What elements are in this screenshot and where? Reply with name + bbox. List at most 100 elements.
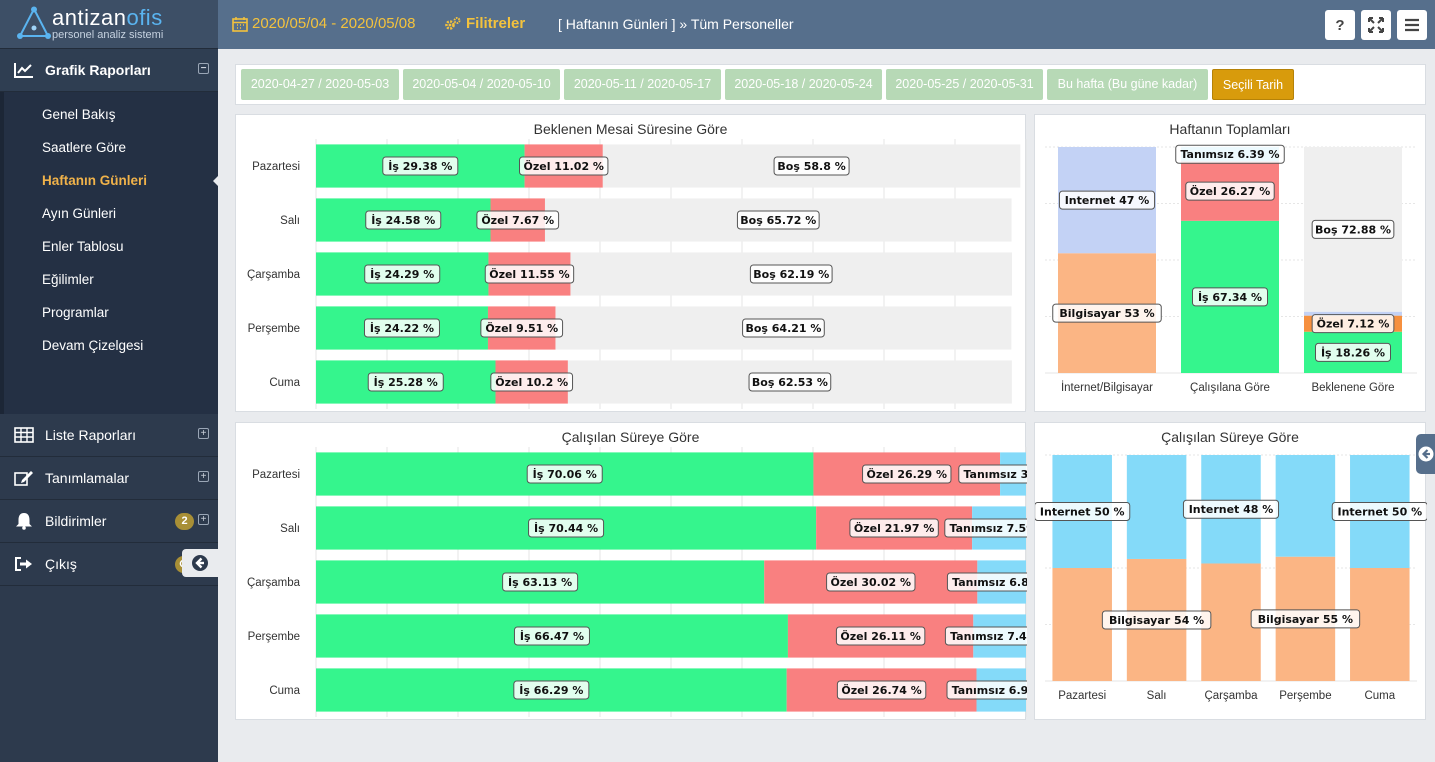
data-label-box	[946, 680, 1027, 700]
data-label: Özel 11.02 %	[523, 159, 603, 173]
category-label: Pazartesi	[252, 161, 300, 173]
data-label-box	[1250, 609, 1361, 629]
chart-panel-worked-time: Çalışılan Süreye Göre Pazartesi İş 70.06 …	[235, 422, 1027, 720]
data-label-box	[526, 464, 603, 484]
arrow-left-circle-icon	[1418, 446, 1433, 462]
filters-button[interactable]: Filitreler	[444, 15, 525, 32]
data-label-box	[513, 680, 590, 700]
bar-segment	[1126, 455, 1187, 559]
data-label: Bilgisayar 54 %	[1109, 614, 1204, 627]
data-label-box	[749, 264, 833, 284]
hamburger-icon	[1405, 18, 1419, 32]
menu-bildirim-label: Bildirimler	[45, 513, 107, 529]
menu-bildirimler[interactable]: Bildirimler 2 +	[0, 500, 218, 543]
chart-panel-worked-time-pc: Çalışılan Süreye Göre Pazartesi Salı Çarşa…	[1034, 422, 1427, 720]
bell-icon	[14, 512, 34, 530]
data-label: Özel 7.67 %	[481, 213, 554, 227]
data-label: Özel 26.29 %	[867, 467, 947, 481]
data-label-box	[1311, 219, 1395, 239]
expand-icon[interactable]: +	[198, 471, 209, 482]
data-label-box	[382, 156, 459, 176]
data-label-box	[513, 626, 590, 646]
logo-text-b: ofis	[126, 5, 163, 30]
category-label: Çalışılana Göre	[1190, 382, 1270, 394]
category-label: Perşembe	[248, 323, 300, 335]
week-button[interactable]: 2020-05-04 / 2020-05-10	[403, 69, 560, 100]
data-label-box	[1058, 190, 1156, 210]
data-label: Tanımsız 6.39 %	[1180, 148, 1279, 161]
data-label-box	[958, 464, 1027, 484]
data-label-box	[826, 572, 916, 592]
week-button[interactable]: 2020-04-27 / 2020-05-03	[241, 69, 399, 100]
calendar-icon	[232, 16, 248, 32]
data-label-box	[944, 626, 1027, 646]
data-label-box	[944, 518, 1027, 538]
data-label-box	[1052, 303, 1162, 323]
submenu-programlar[interactable]: Programlar	[42, 305, 109, 320]
submenu-genel-bakis[interactable]: Genel Bakış	[42, 107, 116, 122]
chart-svg: Pazartesi İş 70.06 % Özel 26.29 % Tanımsız …	[247, 447, 1027, 717]
submenu-devam-cizelgesi[interactable]: Devam Çizelgesi	[42, 338, 144, 353]
category-label: Cuma	[1364, 690, 1395, 702]
sidebar-collapse-button[interactable]	[182, 549, 218, 577]
category-label: Perşembe	[1279, 690, 1331, 702]
category-label: Çarşamba	[247, 577, 301, 589]
menu-tanimlamalar[interactable]: Tanımlamalar +	[0, 457, 218, 500]
data-label: Özel 7.12 %	[1317, 317, 1390, 331]
data-label-box	[1192, 287, 1268, 307]
category-label: Cuma	[269, 685, 300, 697]
data-label-box	[1182, 499, 1280, 519]
data-label: İş 29.38 %	[388, 159, 452, 173]
category-label: Pazartesi	[252, 469, 300, 481]
data-label: Boş 72.88 %	[1315, 223, 1391, 236]
logo[interactable]: antizanofis personel analiz sistemi	[0, 0, 218, 49]
expand-icon[interactable]: +	[198, 514, 209, 525]
data-label: İş 24.22 %	[370, 321, 434, 335]
data-label: İş 63.13 %	[508, 575, 572, 589]
week-button[interactable]: 2020-05-11 / 2020-05-17	[564, 69, 721, 100]
submenu-haftanin-gunleri[interactable]: Haftanın Günleri	[4, 164, 219, 197]
submenu-ayin-gunleri[interactable]: Ayın Günleri	[42, 206, 117, 221]
breadcrumb: [ Haftanın Günleri ] » Tüm Personeller	[558, 16, 794, 32]
submenu-egilimler[interactable]: Eğilimler	[42, 272, 94, 287]
selected-date-button[interactable]: Seçili Tarih	[1212, 69, 1294, 100]
data-label-box	[1035, 502, 1131, 521]
date-range-picker[interactable]: 2020/05/04 - 2020/05/08	[232, 15, 415, 32]
sidebar: antizanofis personel analiz sistemi Graf…	[0, 0, 219, 762]
chart-panel-expected-hours: Beklenen Mesai Süresine Göre Pazartesi İş…	[235, 114, 1027, 412]
menu-grafik-raporlari[interactable]: Grafik Raporları −	[0, 49, 218, 92]
edit-icon	[14, 470, 34, 486]
data-label-box	[946, 572, 1027, 592]
fullscreen-button[interactable]	[1361, 10, 1391, 40]
data-label: İş 66.29 %	[519, 683, 583, 697]
submenu-enler-tablosu[interactable]: Enler Tablosu	[42, 239, 124, 254]
submenu-saatlere-gore[interactable]: Saatlere Göre	[42, 140, 127, 155]
menu-cikis-label: Çıkış	[45, 556, 77, 572]
data-label-box	[490, 372, 574, 392]
menu-liste-raporlari[interactable]: Liste Raporları +	[0, 414, 218, 457]
side-panel-toggle[interactable]	[1416, 434, 1435, 474]
data-label-box	[1101, 610, 1212, 630]
expand-arrows-icon	[1368, 17, 1384, 33]
category-label: Çarşamba	[1204, 690, 1258, 702]
menu-button[interactable]	[1397, 10, 1427, 40]
chart-svg: Pazartesi İş 29.38 % Özel 11.02 % Boş 58.8 …	[247, 139, 1027, 409]
data-label: Özel 21.97 %	[854, 521, 934, 535]
logo-subtitle: personel analiz sistemi	[52, 29, 164, 41]
data-label: Özel 9.51 %	[485, 321, 558, 335]
chart-title: Çalışılan Süreye Göre	[561, 429, 700, 445]
help-button[interactable]: ?	[1325, 10, 1355, 40]
week-button[interactable]: 2020-05-25 / 2020-05-31	[886, 69, 1043, 100]
data-label-box	[364, 264, 441, 284]
data-label-box	[1175, 144, 1285, 164]
category-label: Cuma	[269, 377, 300, 389]
expand-icon[interactable]: +	[198, 428, 209, 439]
collapse-icon[interactable]: −	[198, 63, 209, 74]
chart-title: Beklenen Mesai Süresine Göre	[533, 121, 728, 137]
topbar: 2020/05/04 - 2020/05/08 Filitreler [ Haf…	[218, 0, 1435, 49]
category-label: İnternet/Bilgisayar	[1061, 381, 1153, 394]
data-label: Internet 50 %	[1040, 506, 1125, 519]
this-week-button[interactable]: Bu hafta (Bu güne kadar)	[1047, 69, 1208, 100]
data-label-box	[742, 318, 825, 338]
week-button[interactable]: 2020-05-18 / 2020-05-24	[725, 69, 882, 100]
